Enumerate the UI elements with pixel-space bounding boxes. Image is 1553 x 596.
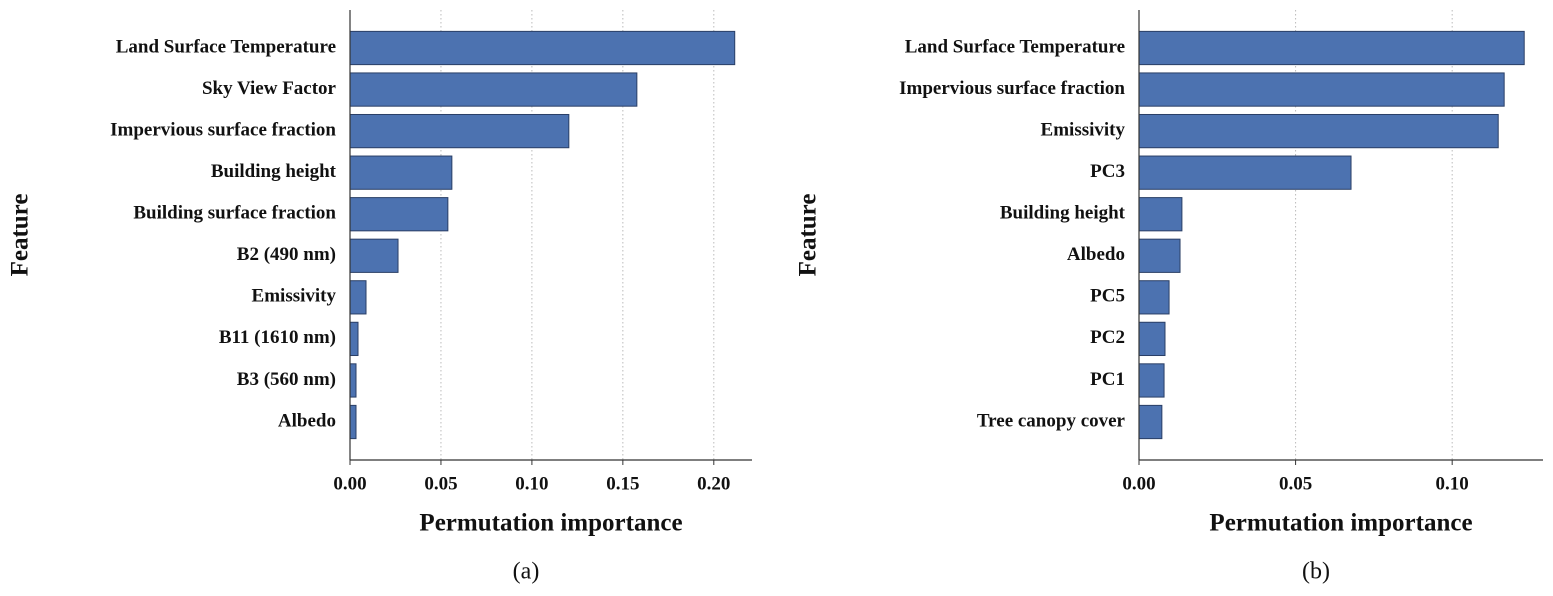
y-axis-label: Feature	[795, 194, 822, 277]
y-tick-label: Albedo	[1067, 244, 1125, 265]
y-tick-label: Building height	[1000, 203, 1126, 224]
y-tick-label: PC3	[1090, 161, 1125, 182]
x-tick-label: 0.10	[1436, 473, 1469, 494]
x-axis-label: Permutation importance	[1209, 510, 1472, 537]
y-tick-label: Albedo	[278, 410, 336, 431]
y-tick-label: PC2	[1090, 327, 1125, 348]
y-tick-label: Sky View Factor	[202, 78, 337, 99]
bar	[1138, 404, 1163, 440]
bar	[349, 321, 359, 357]
x-tick-label: 0.05	[424, 473, 457, 494]
y-tick-label: B11 (1610 nm)	[219, 327, 336, 348]
bar	[349, 113, 570, 149]
y-tick-label: PC5	[1090, 286, 1125, 307]
bar	[349, 72, 638, 107]
x-tick-label: 0.05	[1279, 473, 1312, 494]
x-tick-label: 0.20	[697, 473, 730, 494]
y-tick-label: Building surface fraction	[133, 203, 336, 224]
bar	[349, 155, 453, 190]
x-tick-label: 0.15	[606, 473, 639, 494]
y-tick-label: B3 (560 nm)	[237, 369, 336, 390]
bar	[1138, 363, 1165, 398]
bar	[1138, 155, 1352, 190]
bar	[1138, 321, 1166, 357]
x-tick-label: 0.00	[333, 473, 366, 494]
bar	[1138, 72, 1505, 107]
x-tick-label: 0.10	[515, 473, 548, 494]
y-tick-label: Emissivity	[1041, 119, 1126, 140]
bar	[1138, 197, 1183, 232]
y-tick-label: B2 (490 nm)	[237, 244, 336, 265]
x-tick-label: 0.00	[1122, 473, 1155, 494]
bar	[349, 404, 357, 440]
bar	[1138, 30, 1525, 66]
y-tick-label: Building height	[211, 161, 337, 182]
bar	[1138, 238, 1181, 273]
y-tick-label: PC1	[1090, 369, 1125, 390]
y-tick-label: Land Surface Temperature	[116, 36, 336, 57]
bar	[349, 280, 367, 315]
bar	[349, 363, 357, 398]
bar	[1138, 113, 1499, 149]
y-tick-label: Impervious surface fraction	[899, 78, 1125, 99]
bar	[349, 30, 736, 66]
y-tick-label: Tree canopy cover	[977, 410, 1126, 431]
caption: (a)	[513, 559, 540, 585]
x-axis-label: Permutation importance	[419, 510, 682, 537]
bar	[349, 238, 399, 273]
y-tick-label: Emissivity	[252, 286, 337, 307]
y-tick-label: Land Surface Temperature	[905, 36, 1125, 57]
caption: (b)	[1302, 559, 1330, 585]
y-tick-label: Impervious surface fraction	[110, 119, 336, 140]
bar	[349, 197, 449, 232]
y-axis-label: Feature	[7, 194, 34, 277]
bar	[1138, 280, 1170, 315]
